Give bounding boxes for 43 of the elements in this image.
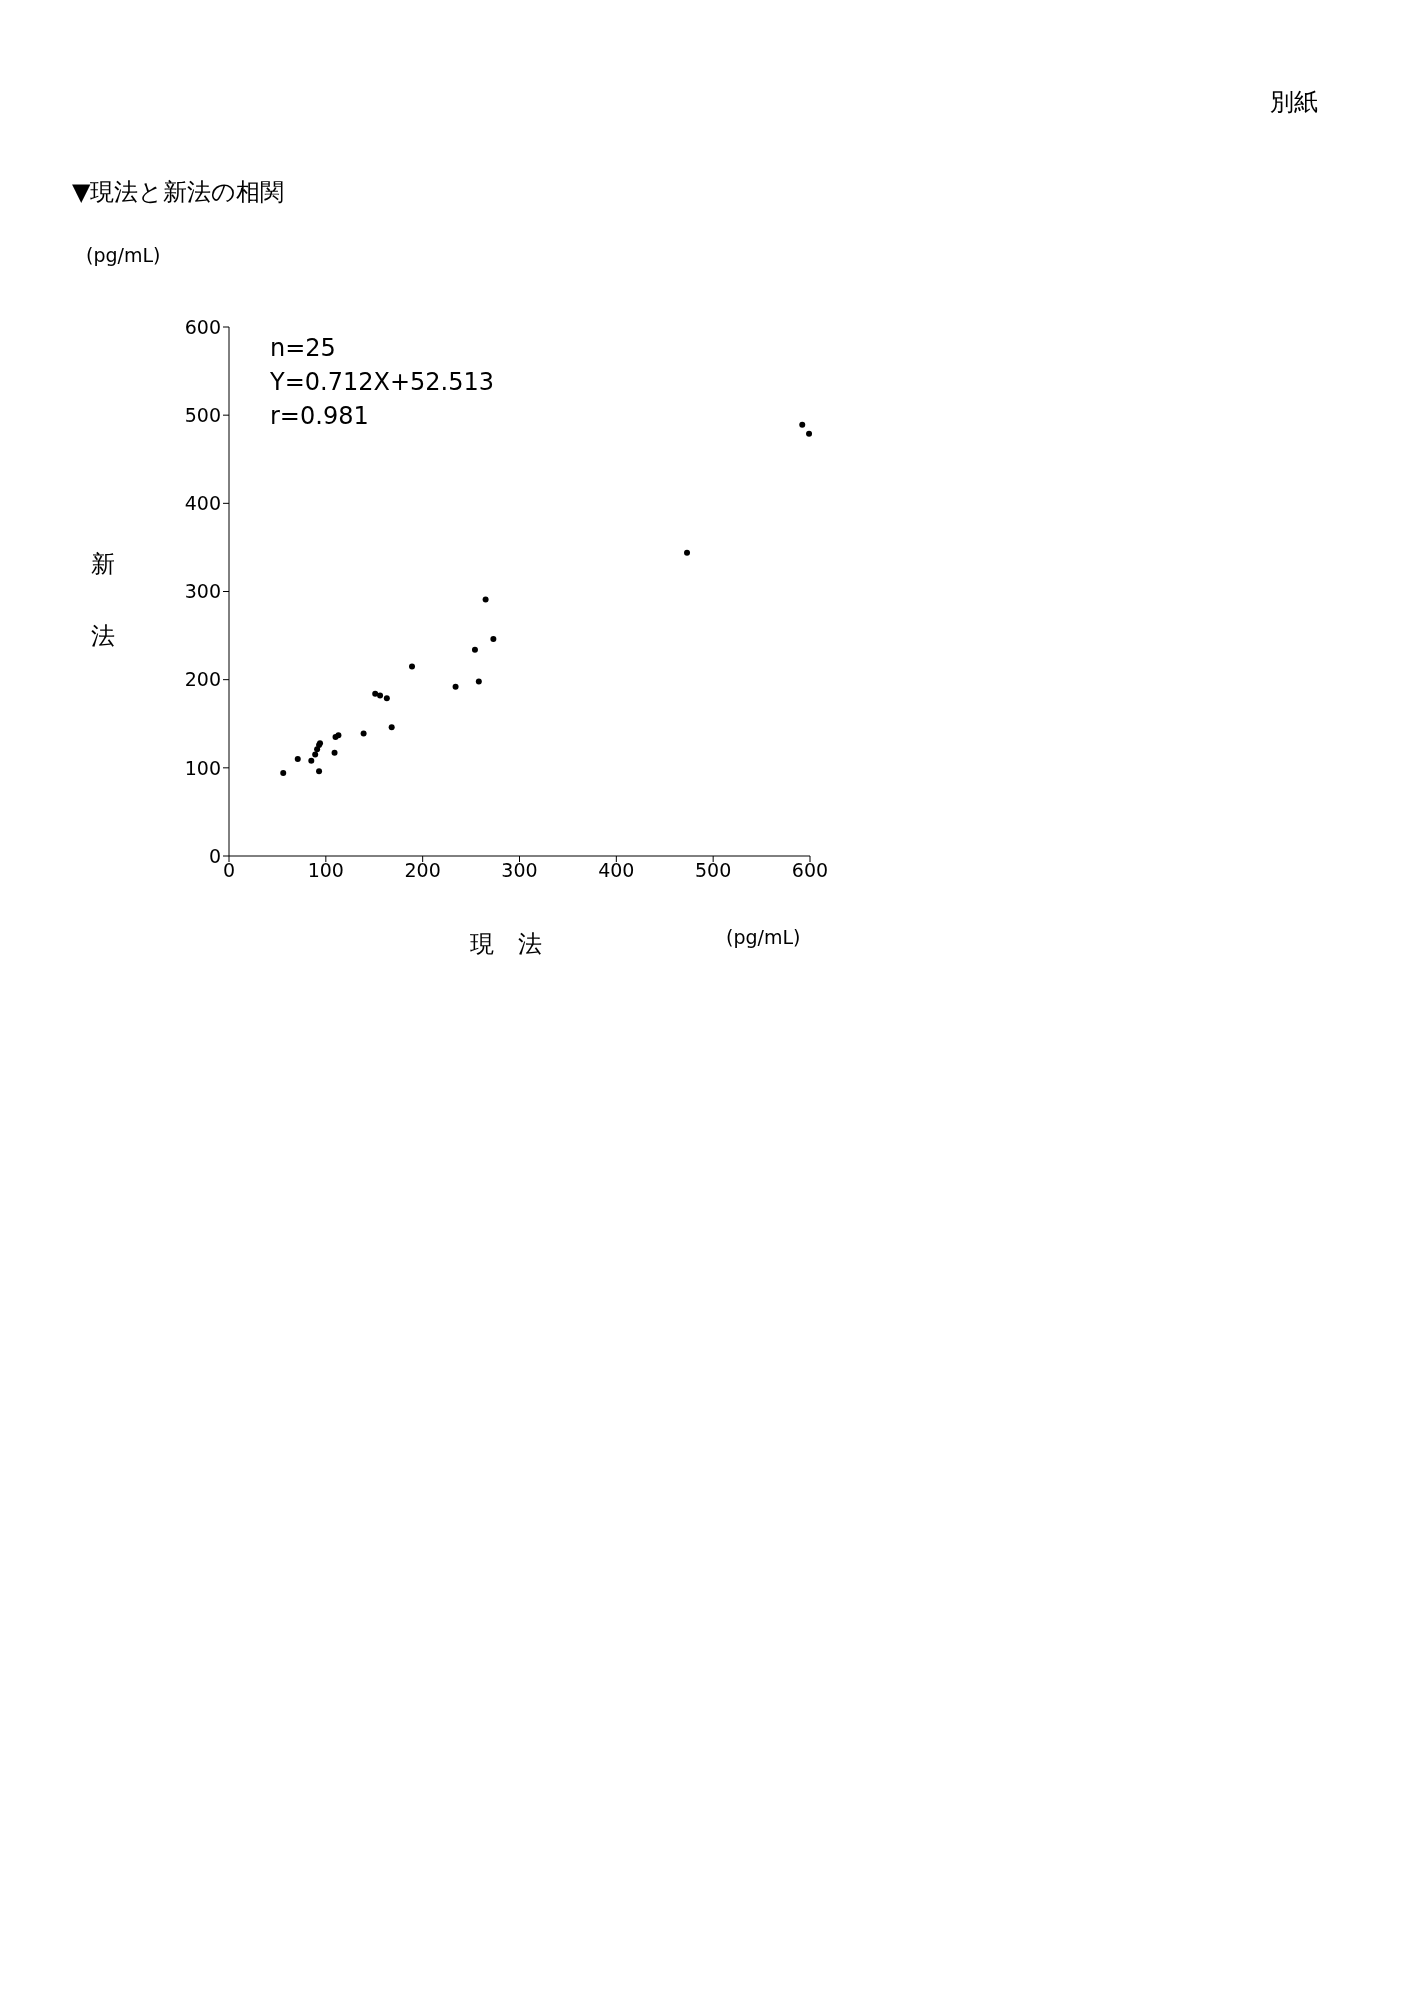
- x-tick-label: 400: [598, 859, 635, 882]
- y-tick-label: 400: [184, 492, 221, 515]
- point: [372, 690, 379, 697]
- point: [490, 636, 497, 643]
- text: 別紙: [1270, 87, 1318, 118]
- y-tick-label: 300: [184, 580, 221, 603]
- x-tick-label: 200: [404, 859, 441, 882]
- y-tick-label: 600: [184, 315, 221, 338]
- point: [312, 751, 319, 758]
- point: [316, 768, 323, 775]
- point: [331, 749, 338, 756]
- y-tick-label: 500: [184, 403, 221, 426]
- text: (pg/mL): [86, 244, 161, 266]
- point: [308, 757, 315, 764]
- y-tick-label: 200: [184, 668, 221, 691]
- point: [383, 695, 390, 702]
- x-tick-label: 100: [307, 859, 344, 882]
- x-tick-label: 500: [695, 859, 732, 882]
- point: [475, 678, 482, 685]
- point: [294, 756, 301, 763]
- point: [806, 430, 813, 437]
- x-tick-label: 600: [791, 859, 829, 882]
- point: [360, 730, 367, 737]
- y-tick-label: 100: [184, 756, 221, 779]
- point: [280, 770, 287, 777]
- point: [388, 724, 395, 731]
- text: (pg/mL): [726, 926, 801, 948]
- annotation: n=25: [270, 334, 336, 362]
- point: [377, 692, 384, 699]
- text: 新法: [91, 550, 115, 650]
- x-tick-label: 300: [501, 859, 538, 882]
- point: [452, 683, 459, 690]
- y-tick-label: 0: [208, 844, 221, 867]
- annotation: r=0.981: [270, 402, 369, 430]
- point: [482, 596, 489, 603]
- point: [684, 549, 691, 556]
- point: [471, 646, 478, 653]
- point: [409, 663, 416, 670]
- x-tick-label: 0: [222, 859, 236, 882]
- annotation: Y=0.712X+52.513: [270, 368, 495, 396]
- x-axis-title: 現 法: [470, 929, 542, 960]
- point: [799, 421, 806, 428]
- chart-title: ▼現法と新法の相関: [72, 177, 285, 208]
